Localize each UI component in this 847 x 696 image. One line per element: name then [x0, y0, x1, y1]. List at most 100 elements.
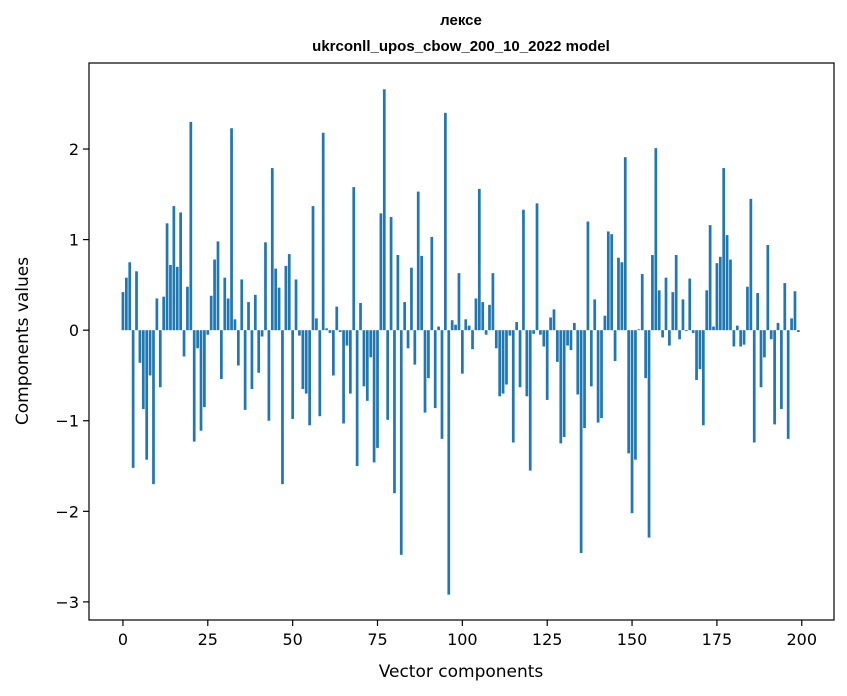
y-axis: −3 −2 −1 0 1 2 — [55, 140, 89, 612]
bar-79 — [389, 216, 393, 331]
bar-97 — [450, 320, 454, 331]
bar-179 — [729, 259, 732, 331]
bar-74 — [372, 330, 376, 463]
bar-173 — [708, 225, 712, 331]
bar-124 — [542, 330, 546, 347]
bar-116 — [515, 322, 519, 331]
x-tick-label-150: 150 — [617, 630, 648, 649]
x-tick-label-50: 50 — [282, 630, 302, 649]
bar-172 — [705, 290, 709, 331]
bar-66 — [345, 330, 349, 346]
y-tick-label--1: −1 — [55, 412, 79, 431]
bar-117 — [518, 330, 522, 388]
bar-96 — [447, 330, 451, 595]
bar-134 — [576, 330, 580, 395]
bar-21 — [192, 330, 196, 442]
bar-114 — [508, 330, 512, 336]
bar-18 — [182, 330, 186, 357]
bar-45 — [274, 268, 278, 331]
bar-189 — [763, 330, 766, 358]
chart-title-line1: лексе — [440, 12, 482, 29]
bar-133 — [573, 322, 576, 331]
bar-37 — [247, 302, 250, 331]
bar-184 — [746, 286, 749, 331]
bar-148 — [623, 157, 627, 331]
bar-180 — [732, 330, 736, 347]
bar-14 — [169, 264, 172, 331]
bar-7 — [145, 330, 149, 460]
bar-82 — [399, 330, 403, 555]
bar-112 — [501, 330, 505, 394]
bar-161 — [668, 330, 671, 346]
bar-73 — [369, 330, 373, 358]
bar-149 — [627, 330, 631, 454]
bar-126 — [549, 317, 552, 331]
bars-group — [121, 89, 800, 595]
y-tick-label-0: 0 — [69, 321, 79, 340]
bar-85 — [410, 267, 413, 331]
bar-54 — [304, 330, 308, 394]
plot-frame — [88, 62, 835, 621]
bar-115 — [511, 330, 515, 443]
bar-107 — [484, 330, 488, 335]
bar-50 — [291, 330, 295, 419]
bar-52 — [298, 330, 301, 336]
bar-139 — [593, 299, 597, 331]
bar-72 — [365, 330, 369, 401]
bar-141 — [600, 330, 603, 419]
bar-51 — [294, 279, 298, 331]
bar-170 — [698, 330, 702, 370]
bar-40 — [257, 330, 261, 373]
bar-65 — [342, 330, 345, 424]
bar-36 — [243, 330, 247, 410]
bar-57 — [315, 318, 318, 331]
bar-53 — [301, 330, 305, 390]
bar-111 — [498, 330, 502, 397]
bar-194 — [780, 330, 783, 409]
bar-193 — [776, 322, 780, 331]
bar-48 — [284, 265, 288, 331]
x-tick-label-75: 75 — [367, 630, 387, 649]
bar-103 — [471, 330, 474, 350]
bar-64 — [338, 330, 342, 332]
bar-78 — [386, 330, 390, 420]
bar-167 — [688, 278, 692, 331]
bar-5 — [138, 330, 142, 363]
bar-152 — [637, 329, 641, 331]
bar-89 — [423, 330, 427, 413]
bar-123 — [539, 330, 542, 335]
bar-125 — [545, 330, 549, 400]
bar-136 — [583, 330, 586, 428]
bar-165 — [681, 299, 685, 331]
bar-55 — [308, 330, 311, 426]
bar-38 — [250, 330, 254, 390]
y-tick-label-1: 1 — [69, 231, 79, 250]
bar-33 — [233, 319, 237, 331]
bar-8 — [148, 330, 152, 376]
bar-13 — [165, 223, 169, 331]
bar-0 — [121, 292, 125, 331]
bar-19 — [186, 286, 189, 331]
bar-71 — [362, 330, 366, 387]
bar-83 — [403, 302, 407, 331]
x-tick-label-200: 200 — [786, 630, 817, 649]
bar-16 — [175, 266, 179, 331]
bar-80 — [393, 330, 396, 494]
bar-122 — [535, 203, 539, 331]
bar-105 — [477, 188, 481, 331]
x-axis: 0 25 50 75 100 125 150 175 200 — [118, 620, 817, 649]
bar-47 — [281, 330, 284, 485]
bar-93 — [437, 326, 440, 331]
bar-10 — [155, 298, 159, 331]
bar-181 — [735, 325, 739, 331]
bar-118 — [522, 209, 525, 331]
bar-119 — [525, 330, 529, 397]
bar-26 — [209, 295, 213, 331]
bar-42 — [264, 242, 267, 331]
bar-81 — [396, 255, 400, 331]
bar-190 — [766, 245, 770, 331]
bar-159 — [661, 330, 664, 338]
bar-109 — [491, 273, 495, 331]
bar-59 — [321, 132, 325, 331]
